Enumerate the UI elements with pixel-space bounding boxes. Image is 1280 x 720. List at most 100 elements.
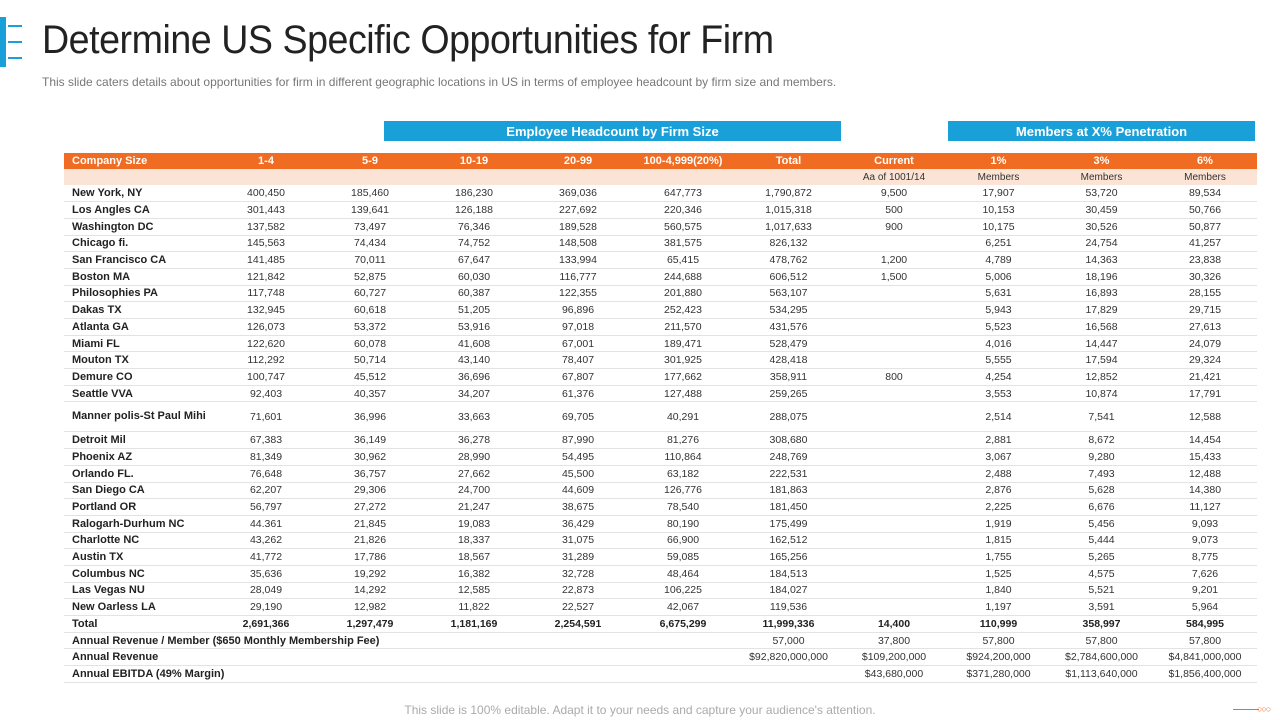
table-cell: 12,488 xyxy=(1153,465,1257,483)
total-cell: 584,995 xyxy=(1153,615,1257,633)
table-cell: 40,291 xyxy=(630,401,736,433)
summary-cell: 57,800 xyxy=(1050,632,1153,650)
table-cell: 560,575 xyxy=(630,218,736,236)
table-cell: 800 xyxy=(841,368,947,386)
table-cell: 53,372 xyxy=(318,318,422,336)
table-cell: 900 xyxy=(841,218,947,236)
table-cell: 16,382 xyxy=(422,565,526,583)
table-cell: 1,815 xyxy=(947,532,1050,550)
column-header: Total xyxy=(736,153,841,169)
city-name: Phoenix AZ xyxy=(64,448,214,466)
table-row: Miami FL 122,620 60,078 41,608 67,001 189,471… xyxy=(64,335,1257,353)
table-row: Ralogarh-Durhum NC 44.361 21,845 19,083 36,4… xyxy=(64,515,1257,533)
accent-vertical-bar xyxy=(0,17,6,67)
table-cell: 117,748 xyxy=(214,285,318,303)
summary-row: Annual EBITDA (49% Margin) $43,680,000 $37… xyxy=(64,665,1257,683)
city-name: Ralogarh-Durhum NC xyxy=(64,515,214,533)
table-cell: 100,747 xyxy=(214,368,318,386)
table-cell: 141,485 xyxy=(214,251,318,269)
table-cell: 96,896 xyxy=(526,301,630,319)
table-cell xyxy=(841,301,947,319)
table-cell: 10,175 xyxy=(947,218,1050,236)
city-name: San Francisco CA xyxy=(64,251,214,269)
table-cell: 62,207 xyxy=(214,482,318,500)
table-cell: 4,789 xyxy=(947,251,1050,269)
table-cell: 288,075 xyxy=(736,401,841,433)
table-cell: 148,508 xyxy=(526,235,630,253)
table-cell: 81,276 xyxy=(630,431,736,450)
table-cell: 21,421 xyxy=(1153,368,1257,386)
column-subheader xyxy=(526,169,630,185)
table-cell: 74,752 xyxy=(422,235,526,253)
table-row: San Francisco CA 141,485 70,011 67,647 133,9… xyxy=(64,251,1257,269)
table-cell: 60,727 xyxy=(318,285,422,303)
page-subtitle: This slide caters details about opportun… xyxy=(42,75,837,89)
table-cell: 61,376 xyxy=(526,385,630,403)
table-cell: 127,488 xyxy=(630,385,736,403)
table-cell: 41,257 xyxy=(1153,235,1257,253)
table-row: Chicago fi. 145,563 74,434 74,752 148,508 381… xyxy=(64,235,1257,253)
accent-bars-decoration xyxy=(0,17,22,67)
table-cell: 7,541 xyxy=(1050,401,1153,433)
table-cell: 27,613 xyxy=(1153,318,1257,336)
table-cell xyxy=(841,285,947,303)
table-cell: 81,349 xyxy=(214,448,318,466)
summary-cell: $4,841,000,000 xyxy=(1153,648,1257,667)
table-cell: 211,570 xyxy=(630,318,736,336)
column-header: 3% xyxy=(1050,153,1153,169)
summary-cell: $1,113,640,000 xyxy=(1050,665,1153,683)
table-row: Orlando FL. 76,648 36,757 27,662 45,500 63,18… xyxy=(64,465,1257,483)
total-cell: 2,691,366 xyxy=(214,615,318,633)
table-row: Boston MA 121,842 52,875 60,030 116,777 244,6… xyxy=(64,268,1257,286)
table-cell: 19,083 xyxy=(422,515,526,533)
table-cell: 30,526 xyxy=(1050,218,1153,236)
band-employee-headcount: Employee Headcount by Firm Size xyxy=(384,121,841,141)
table-cell: 34,207 xyxy=(422,385,526,403)
table-row: New York, NY 400,450 185,460 186,230 369,036… xyxy=(64,185,1257,203)
table-cell: 1,840 xyxy=(947,582,1050,600)
table-cell: 8,775 xyxy=(1153,548,1257,566)
table-cell: 92,403 xyxy=(214,385,318,403)
table-cell: 4,016 xyxy=(947,335,1050,353)
column-header: 1-4 xyxy=(214,153,318,169)
table-cell: 17,791 xyxy=(1153,385,1257,403)
table-cell: 28,155 xyxy=(1153,285,1257,303)
total-label: Total xyxy=(64,615,214,633)
total-cell: 1,297,479 xyxy=(318,615,422,633)
city-name: Dakas TX xyxy=(64,301,214,319)
table-cell: 30,962 xyxy=(318,448,422,466)
city-name: Philosophies PA xyxy=(64,285,214,303)
column-subheader: Members xyxy=(1153,169,1257,185)
table-cell: 74,434 xyxy=(318,235,422,253)
table-cell: 9,093 xyxy=(1153,515,1257,533)
table-row: Los Angles CA 301,443 139,641 126,188 227,69… xyxy=(64,201,1257,219)
table-cell: 50,766 xyxy=(1153,201,1257,219)
table-cell: 137,582 xyxy=(214,218,318,236)
summary-cell: 57,800 xyxy=(1153,632,1257,650)
table-cell: 22,527 xyxy=(526,598,630,616)
table-cell xyxy=(841,465,947,483)
table-cell: 14,380 xyxy=(1153,482,1257,500)
table-cell: 42,067 xyxy=(630,598,736,616)
column-subheader xyxy=(630,169,736,185)
table-row: Phoenix AZ 81,349 30,962 28,990 54,495 110,86… xyxy=(64,448,1257,466)
total-cell: 6,675,299 xyxy=(630,615,736,633)
table-row: Austin TX 41,772 17,786 18,567 31,289 59,085 1… xyxy=(64,548,1257,566)
table-cell: 11,822 xyxy=(422,598,526,616)
table-cell xyxy=(841,351,947,370)
table-cell: 5,523 xyxy=(947,318,1050,336)
city-name: Washington DC xyxy=(64,218,214,236)
table-cell: 381,575 xyxy=(630,235,736,253)
summary-cell: $2,784,600,000 xyxy=(1050,648,1153,667)
table-cell: 18,337 xyxy=(422,532,526,550)
table-cell: 5,631 xyxy=(947,285,1050,303)
table-cell: 189,528 xyxy=(526,218,630,236)
table-cell: 358,911 xyxy=(736,368,841,386)
table-cell: 17,907 xyxy=(947,185,1050,203)
table-cell: 76,346 xyxy=(422,218,526,236)
column-subheader xyxy=(736,169,841,185)
table-cell: 165,256 xyxy=(736,548,841,566)
table-cell: 21,247 xyxy=(422,498,526,516)
table-row: Washington DC 137,582 73,497 76,346 189,528 5… xyxy=(64,218,1257,236)
table-cell: 30,459 xyxy=(1050,201,1153,219)
